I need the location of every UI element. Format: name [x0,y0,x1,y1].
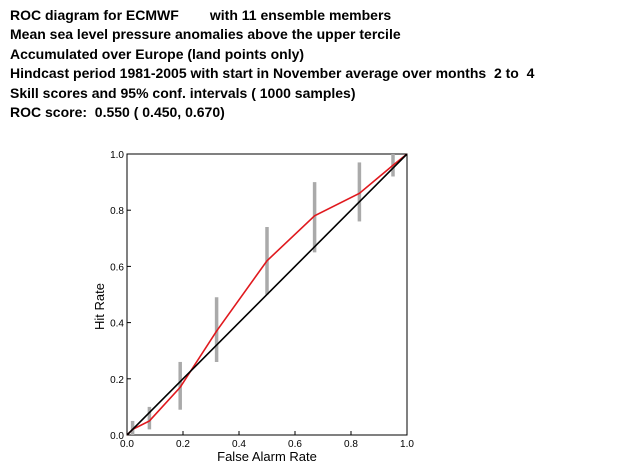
header-title: ROC diagram for ECMWF with 11 ensemble m… [10,7,392,23]
y-tick-label: 1.0 [110,150,124,161]
x-tick-label: 0.2 [176,439,190,450]
roc-curve [126,153,408,436]
y-axis-label: Hit Rate [92,283,107,330]
y-tick-label: 0.2 [110,375,124,386]
x-tick-label: 0.4 [232,439,246,450]
y-tick-label: 0.6 [110,262,124,273]
header-hindcast-period: Hindcast period 1981-2005 with start in … [10,65,535,82]
chart-header: ROC diagram for ECMWF with 11 ensemble m… [10,6,534,122]
diagonal-reference-line [126,153,408,436]
header-roc-score: ROC score: 0.550 ( 0.450, 0.670) [10,104,225,121]
header-variable: Mean sea level pressure anomalies above … [10,26,401,43]
header-skill-scores: Skill scores and 95% conf. intervals ( 1… [10,84,356,101]
x-tick-label: 0.6 [288,439,302,450]
x-tick-label: 0.8 [344,439,358,450]
y-tick-label: 0.4 [110,319,124,330]
x-tick-label: 1.0 [400,439,414,450]
header-region: Accumulated over Europe (land points onl… [10,45,305,62]
y-tick-label: 0.8 [110,206,124,217]
plot-frame [126,153,408,436]
y-tick-label: 0.0 [110,431,124,442]
x-axis-label: False Alarm Rate [217,449,317,464]
x-tick-label: 0.0 [120,439,134,450]
